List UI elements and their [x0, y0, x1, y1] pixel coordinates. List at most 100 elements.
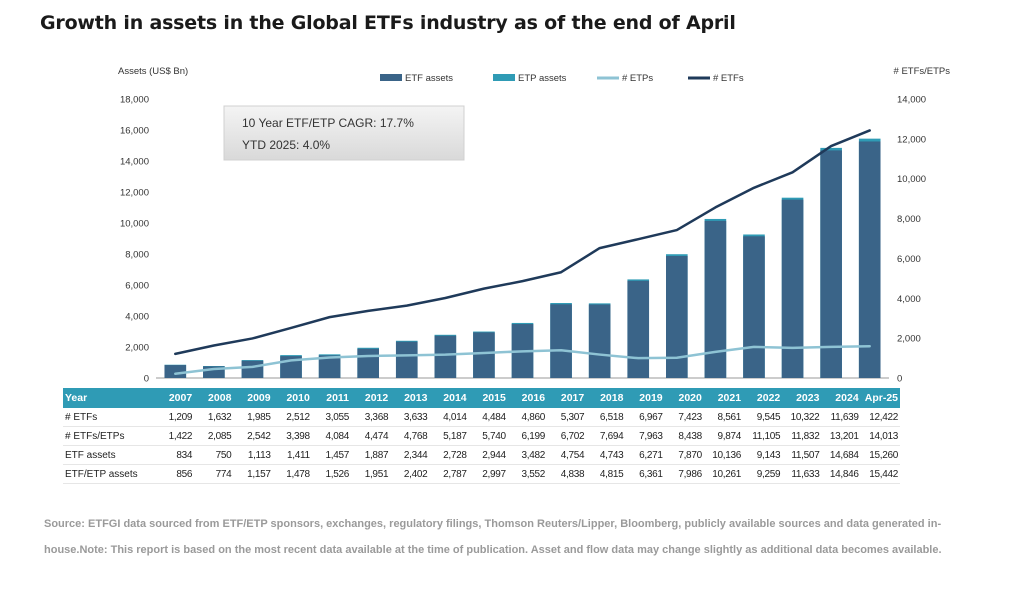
y2-tick-label: 4,000	[897, 294, 921, 305]
y2-tick-label: 12,000	[897, 134, 926, 145]
table-row-label: # ETFs	[63, 408, 155, 427]
y2-tick-label: 6,000	[897, 254, 921, 265]
table-cell: 2,085	[194, 426, 234, 446]
y-tick-label: 2,000	[125, 343, 149, 354]
table-cell: 2,944	[468, 445, 508, 465]
table-cell: 11,633	[782, 464, 822, 484]
table-header-year: 2012	[351, 388, 391, 408]
table-cell: 11,832	[782, 426, 822, 446]
table-cell: 4,743	[586, 445, 626, 465]
table-cell: 4,754	[547, 445, 587, 465]
table-cell: 1,951	[351, 464, 391, 484]
y-tick-label: 10,000	[120, 219, 149, 230]
y2-tick-label: 2,000	[897, 334, 921, 345]
chart-area: Assets (US$ Bn) # ETFs/ETPs 0 2,000 4,000 6,0…	[118, 66, 950, 385]
table-header-year: Apr-25	[860, 388, 900, 408]
table-cell: 6,518	[586, 408, 626, 427]
table-row: # ETFs/ETPs 1,422 2,085 2,542 3,398 4,084 4,47…	[63, 426, 900, 446]
data-table: Year 2007 2008 2009 2010 2011 2012 2013 2014 2015…	[63, 388, 900, 484]
bar-etf-assets	[820, 150, 842, 378]
y-tick-label: 4,000	[125, 312, 149, 323]
bar-etf-assets	[858, 141, 881, 378]
table-header-year: 2024	[821, 388, 861, 408]
table-cell: 2,728	[429, 445, 469, 465]
bar-etf-assets	[588, 304, 611, 378]
table-cell: 7,694	[586, 426, 626, 446]
table-header-year: 2019	[625, 388, 665, 408]
table-cell: 3,368	[351, 408, 391, 427]
table-cell: 5,307	[547, 408, 587, 427]
table-cell: 11,639	[821, 408, 861, 427]
table-cell: 4,860	[507, 408, 548, 427]
table-cell: 7,870	[664, 445, 704, 465]
table-cell: 1,632	[194, 408, 234, 427]
table-cell: 4,474	[351, 426, 391, 446]
table-header-row: Year 2007 2008 2009 2010 2011 2012 2013 2014 2015…	[63, 388, 900, 408]
table-cell: 856	[155, 464, 195, 484]
bar-etf-assets	[704, 220, 727, 378]
table-cell: 15,442	[860, 464, 900, 484]
table-cell: 1,422	[155, 426, 195, 446]
table-header-label: Year	[63, 388, 155, 408]
bar-etf-assets	[395, 341, 418, 378]
table-header-year: 2017	[547, 388, 587, 408]
table-cell: 3,633	[390, 408, 430, 427]
table-cell: 1,457	[311, 445, 352, 465]
legend-label: ETP assets	[518, 73, 567, 84]
table-cell: 750	[194, 445, 234, 465]
table-cell: 14,013	[860, 426, 900, 446]
bar-etf-assets	[434, 335, 457, 378]
table-header-year: 2016	[507, 388, 548, 408]
table-cell: 1,411	[272, 445, 312, 465]
table-row: # ETFs 1,209 1,632 1,985 2,512 3,055 3,368 3,63…	[63, 408, 900, 427]
table-cell: 7,963	[625, 426, 665, 446]
y-tick-label: 16,000	[120, 126, 149, 137]
bar-etf-assets	[627, 280, 650, 378]
table-header-year: 2013	[390, 388, 430, 408]
table-cell: 2,997	[468, 464, 508, 484]
table-cell: 2,512	[272, 408, 312, 427]
y2-tick-label: 0	[897, 374, 902, 385]
table-cell: 10,136	[703, 445, 744, 465]
table-row: ETF/ETP assets 856 774 1,157 1,478 1,526 1,951…	[63, 464, 900, 484]
annotation-box	[223, 105, 465, 161]
y-axis-label: Assets (US$ Bn)	[118, 66, 188, 77]
table-cell: 6,271	[625, 445, 665, 465]
table-cell: 1,985	[233, 408, 273, 427]
table-cell: 5,740	[468, 426, 508, 446]
table-cell: 14,684	[821, 445, 861, 465]
table-cell: 8,438	[664, 426, 704, 446]
table-cell: 3,482	[507, 445, 548, 465]
table-cell: 13,201	[821, 426, 861, 446]
bar-etf-assets	[164, 365, 187, 378]
table-header-year: 2014	[429, 388, 469, 408]
table-cell: 1,526	[311, 464, 352, 484]
y-tick-label: 6,000	[125, 281, 149, 292]
table-cell: 834	[155, 445, 195, 465]
table-cell: 9,143	[743, 445, 783, 465]
bar-etf-assets	[203, 366, 225, 378]
legend-label: ETF assets	[405, 73, 453, 84]
table-cell: 3,055	[311, 408, 352, 427]
source-note: Source: ETFGI data sourced from ETF/ETP …	[44, 518, 942, 556]
table-cell: 11,507	[782, 445, 822, 465]
chart-title: Growth in assets in the Global ETFs indu…	[40, 12, 736, 34]
y-tick-label: 0	[144, 374, 149, 385]
table-cell: 4,815	[586, 464, 626, 484]
table-cell: 6,967	[625, 408, 665, 427]
table-cell: 2,542	[233, 426, 273, 446]
table-cell: 1,887	[351, 445, 391, 465]
table-header-year: 2007	[155, 388, 195, 408]
table-cell: 3,552	[507, 464, 548, 484]
bar-etf-assets	[550, 304, 572, 378]
table-cell: 1,113	[233, 445, 273, 465]
table-header-year: 2020	[664, 388, 704, 408]
table-cell: 2,344	[390, 445, 430, 465]
table-cell: 4,838	[547, 464, 587, 484]
bar-etf-assets	[357, 348, 379, 378]
legend-swatch	[493, 74, 515, 81]
bar-etf-assets	[666, 256, 688, 378]
table-cell: 7,423	[664, 408, 704, 427]
y-tick-label: 14,000	[120, 157, 149, 168]
legend-label: # ETPs	[622, 73, 653, 84]
